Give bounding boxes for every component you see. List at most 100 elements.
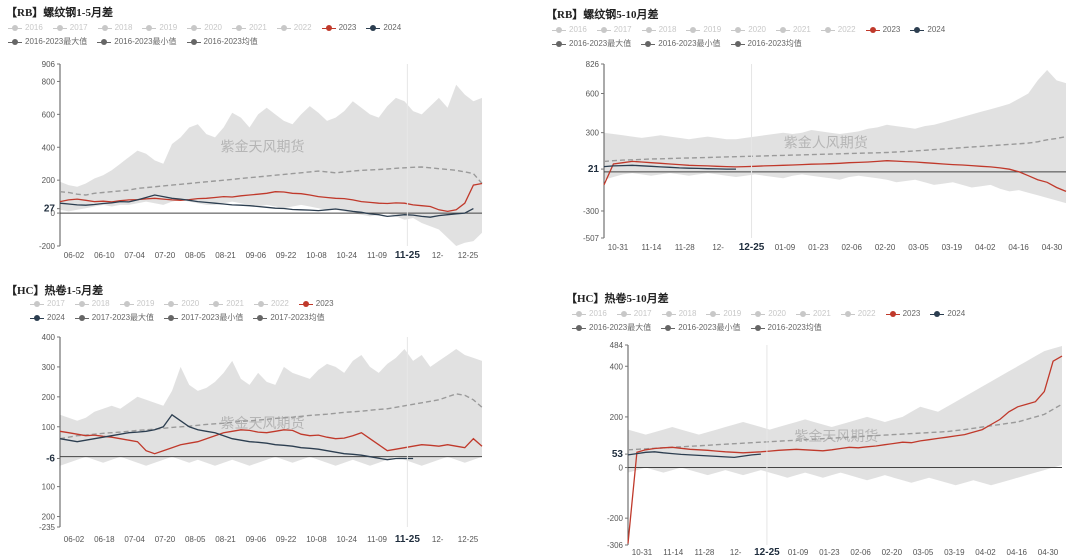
legend-marker-icon xyxy=(366,24,381,32)
legend-label: 2020 xyxy=(748,25,766,34)
legend-item[interactable]: 2016-2023最小值 xyxy=(97,36,177,48)
legend-item[interactable]: 2018 xyxy=(661,308,697,320)
x-tick-label: 09-06 xyxy=(246,251,267,260)
legend-item[interactable]: 2017 xyxy=(30,298,65,310)
x-tick-label: 10-24 xyxy=(337,251,358,260)
x-tick-label: 06-02 xyxy=(64,251,85,260)
legend-label: 2022 xyxy=(837,25,856,34)
legend-item[interactable]: 2020 xyxy=(187,22,222,34)
y-tick-label: -200 xyxy=(39,242,56,251)
legend-item[interactable]: 2020 xyxy=(164,298,199,310)
legend-item[interactable]: 2021 xyxy=(795,308,831,320)
legend-item[interactable]: 2019 xyxy=(142,22,177,34)
x-tick-label: 04-02 xyxy=(975,548,996,557)
legend-item[interactable]: 2022 xyxy=(820,24,856,36)
legend-label: 2020 xyxy=(204,23,222,32)
legend-item[interactable]: 2017-2023最大值 xyxy=(74,312,154,324)
legend-label: 2023 xyxy=(882,25,901,34)
y-tick-label: 400 xyxy=(610,362,624,371)
legend-marker-icon xyxy=(840,310,855,318)
legend-marker-icon xyxy=(552,40,566,48)
range-band xyxy=(60,349,482,466)
legend-item[interactable]: 2021 xyxy=(231,22,267,34)
legend-item[interactable]: 2024 xyxy=(366,22,401,34)
x-tick-label: 02-20 xyxy=(875,243,896,252)
legend-item[interactable]: 2017 xyxy=(596,24,632,36)
legend-label: 2016-2023最大值 xyxy=(569,39,632,48)
legend-item[interactable]: 2020 xyxy=(751,308,786,320)
x-tick-label: 07-20 xyxy=(155,251,176,260)
legend-label: 2018 xyxy=(91,299,110,308)
legend-item[interactable]: 2023 xyxy=(865,24,901,36)
legend-item[interactable]: 2017 xyxy=(616,308,652,320)
legend-label: 2020 xyxy=(181,299,200,308)
legend-item[interactable]: 2022 xyxy=(276,22,312,34)
chart-title: 【RB】螺纹钢5-10月差 xyxy=(546,9,659,21)
legend-label: 2016-2023均值 xyxy=(747,39,802,48)
legend-label: 2019 xyxy=(723,309,742,318)
mean-line xyxy=(59,393,483,440)
legend-item[interactable]: 2018 xyxy=(74,298,110,310)
x-tick-label: 01-09 xyxy=(775,243,796,252)
legend-label: 2017-2023均值 xyxy=(270,313,325,322)
legend-item[interactable]: 2022 xyxy=(253,298,289,310)
legend-label: 2022 xyxy=(270,299,289,308)
legend-item[interactable]: 2019 xyxy=(706,308,741,320)
legend-label: 2019 xyxy=(136,299,155,308)
legend-item[interactable]: 2016 xyxy=(572,308,607,320)
legend-item[interactable]: 2016-2023均值 xyxy=(730,38,802,50)
y-tick-label: -200 xyxy=(607,514,624,523)
watermark-text: 紫金天风期货 xyxy=(221,415,305,431)
legend-label: 2016 xyxy=(25,23,43,32)
x-tick-label: 03-05 xyxy=(908,243,929,252)
y-tick-label: -235 xyxy=(39,523,56,532)
legend-item[interactable]: 2019 xyxy=(119,298,155,310)
chart-title: 【HC】热卷5-10月差 xyxy=(566,293,669,305)
legend-item[interactable]: 2017-2023最小值 xyxy=(164,312,243,324)
legend-item[interactable]: 2023 xyxy=(298,298,334,310)
x-tick-label: 06-10 xyxy=(94,251,115,260)
chart-legend: 2016 2017 2018 2019 2020 2021 2022 2023 2024 2016… xyxy=(8,22,478,50)
legend-item[interactable]: 2016-2023最大值 xyxy=(552,38,631,50)
legend-item[interactable]: 2023 xyxy=(321,22,356,34)
x-tick-label: 09-22 xyxy=(276,251,297,260)
legend-item[interactable]: 2018 xyxy=(97,22,132,34)
legend-item[interactable]: 2024 xyxy=(930,308,965,320)
legend-marker-icon xyxy=(731,26,746,34)
legend-item[interactable]: 2021 xyxy=(775,24,811,36)
legend-item[interactable]: 2016 xyxy=(8,22,43,34)
legend-item[interactable]: 2016-2023均值 xyxy=(186,36,258,48)
legend-item[interactable]: 2019 xyxy=(686,24,721,36)
x-tick-label: 04-16 xyxy=(1008,243,1029,252)
x-tick-label: 10-08 xyxy=(306,251,327,260)
legend-item[interactable]: 2016 xyxy=(552,24,587,36)
legend-item[interactable]: 2018 xyxy=(641,24,676,36)
legend-item[interactable]: 2016-2023均值 xyxy=(750,322,822,334)
y-tick-label: 300 xyxy=(42,363,56,372)
legend-marker-icon xyxy=(686,26,701,34)
mean-line xyxy=(603,135,1067,163)
legend-marker-icon xyxy=(865,26,880,34)
legend-label: 2016-2023均值 xyxy=(203,37,258,46)
legend-marker-icon xyxy=(885,310,900,318)
series-line-2024 xyxy=(59,194,474,218)
legend-marker-icon xyxy=(253,300,268,308)
legend-item[interactable]: 2017-2023均值 xyxy=(253,312,325,324)
legend-item[interactable]: 2021 xyxy=(209,298,244,310)
legend-item[interactable]: 2016-2023最大值 xyxy=(572,322,651,334)
x-tick-label: 10-31 xyxy=(632,548,653,557)
x-tick-label: 12-25 xyxy=(739,242,765,253)
legend-item[interactable]: 2022 xyxy=(840,308,876,320)
legend-item[interactable]: 2017 xyxy=(52,22,88,34)
legend-item[interactable]: 2024 xyxy=(30,312,65,324)
legend-marker-icon xyxy=(8,38,22,46)
x-tick-label: 11-09 xyxy=(367,251,387,260)
legend-item[interactable]: 2023 xyxy=(885,308,920,320)
legend-item[interactable]: 2024 xyxy=(910,24,945,36)
legend-marker-icon xyxy=(820,26,835,34)
legend-item[interactable]: 2016-2023最小值 xyxy=(641,38,721,50)
legend-item[interactable]: 2020 xyxy=(731,24,766,36)
legend-label: 2018 xyxy=(678,309,697,318)
legend-item[interactable]: 2016-2023最小值 xyxy=(661,322,741,334)
legend-item[interactable]: 2016-2023最大值 xyxy=(8,36,87,48)
